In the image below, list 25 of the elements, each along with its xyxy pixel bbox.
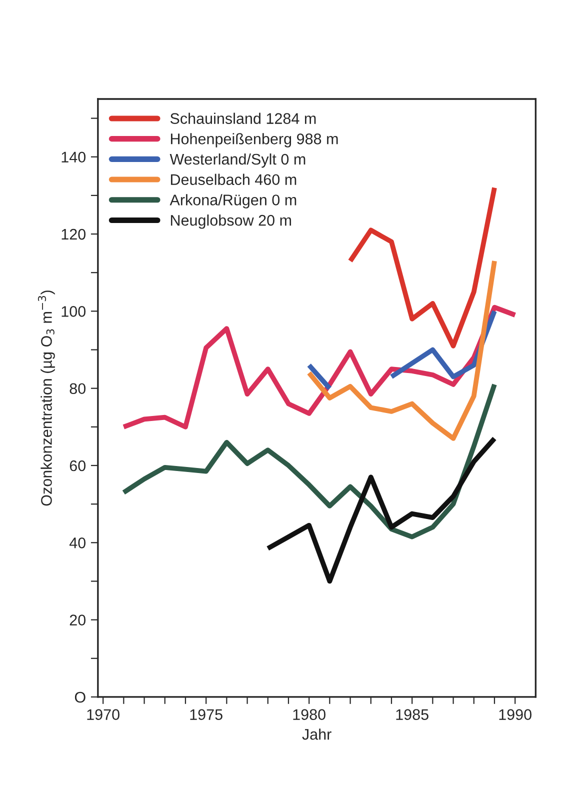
y-tick-label: 120 [62, 228, 86, 240]
x-tick-label: 1970 [87, 709, 120, 720]
y-tick-label: 140 [62, 152, 86, 163]
y-tick-label: 60 [70, 460, 86, 472]
line-series [121, 382, 497, 540]
x-tick-label: 1985 [396, 709, 428, 720]
x-tick-label: 1990 [499, 709, 532, 720]
legend-label: Hohenpeißenberg 988 m [170, 133, 338, 148]
legend-label: Neuglobsow 20 m [170, 214, 292, 229]
legend-label: Westerland/Sylt 0 m [170, 153, 306, 168]
y-axis-title: Ozonkonzentration (µg O$_{3}$ m$^{−3}$) [38, 290, 55, 506]
line-series [348, 185, 497, 348]
legend-label: Arkona/Rügen 0 m [170, 194, 296, 208]
y-tick-label: 100 [62, 306, 86, 317]
line-series [306, 258, 497, 441]
legend-label: Deuselbach 460 m [170, 174, 296, 186]
legend-label: Schauinsland 1284 m [170, 112, 316, 124]
x-tick-label: 1975 [190, 709, 222, 720]
line-series [265, 436, 497, 584]
x-tick-label: 1980 [293, 709, 326, 720]
x-axis-title: Jahr [302, 728, 332, 740]
y-tick-label: O [74, 692, 86, 703]
y-tick-label: 80 [70, 383, 86, 394]
y-tick-label: 20 [70, 614, 86, 626]
y-tick-label: 40 [69, 538, 86, 548]
